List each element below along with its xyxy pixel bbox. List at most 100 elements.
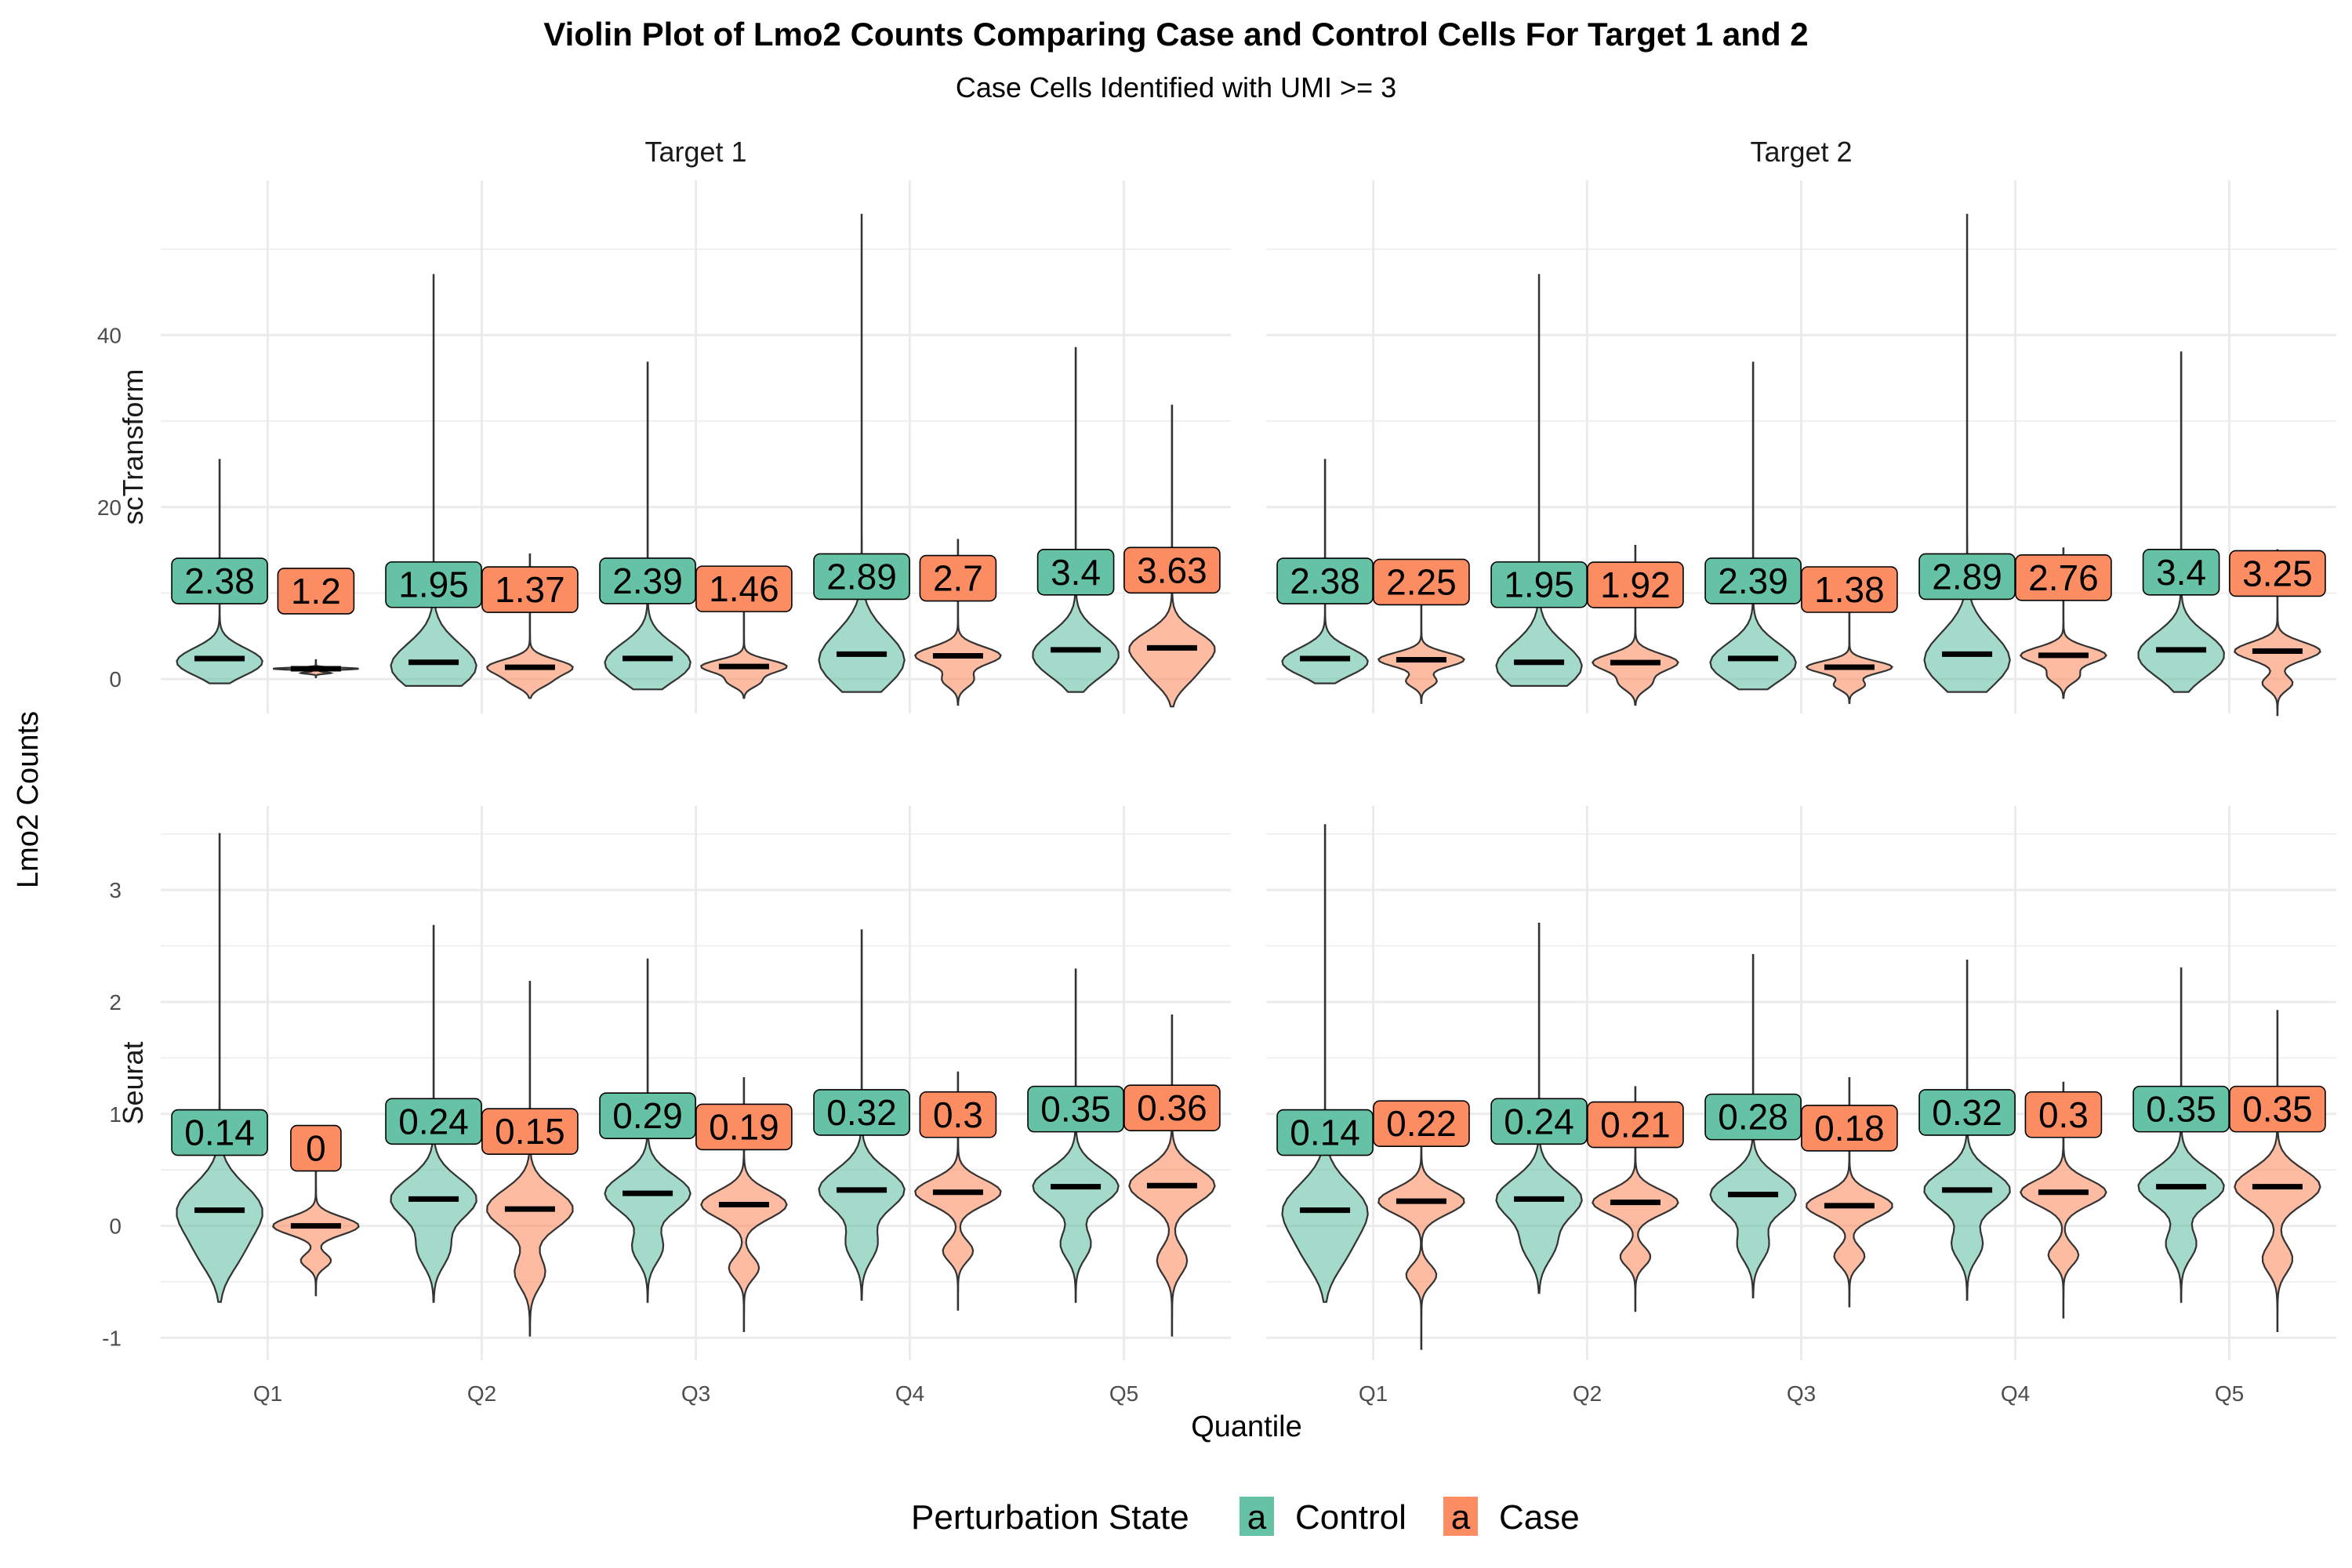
data-label-box-control-q5	[1027, 1085, 1124, 1133]
violin-case-q1	[1377, 1110, 1465, 1350]
data-label-control-q5: 3.4	[2156, 552, 2206, 593]
data-label-case-q2: 1.37	[495, 569, 565, 610]
data-label-box-case-q3	[1801, 1105, 1898, 1152]
data-label-case-q5: 3.63	[1137, 550, 1207, 590]
data-label-case-q3: 0.19	[709, 1106, 779, 1147]
y-tick-label: -1	[102, 1326, 122, 1350]
x-tick-label-q5: Q5	[2215, 1381, 2244, 1406]
y-tick-label: 0	[109, 667, 122, 691]
data-label-box-control-q4	[1918, 553, 2016, 601]
data-label-box-control-q2	[1490, 1098, 1588, 1145]
violin-control-q5	[1032, 347, 1120, 693]
panels-area: Target 1 Target 2scTransformSeurat020402.…	[97, 136, 2336, 1406]
data-label-case-q1: 1.2	[291, 571, 341, 612]
data-label-box-control-q2	[385, 1098, 482, 1145]
data-label-control-q5: 0.35	[1040, 1089, 1111, 1130]
violin-control-q5	[2137, 351, 2225, 693]
violin-case-q5	[2234, 1010, 2321, 1332]
data-label-box-case-q4	[919, 554, 997, 602]
data-label-case-q3: 0.18	[1814, 1108, 1885, 1149]
data-label-case-q4: 0.3	[2038, 1094, 2089, 1135]
data-label-box-control-q5	[2142, 549, 2220, 596]
data-label-case-q1: 0.22	[1386, 1103, 1457, 1144]
violin-case-q2	[486, 981, 574, 1337]
data-label-box-control-q3	[1704, 557, 1802, 604]
strip-label-target-1: Target 1	[644, 136, 746, 168]
data-label-box-control-q5	[2132, 1085, 2230, 1133]
violin-case-q4	[2019, 547, 2107, 699]
data-label-box-case-q2	[481, 1108, 579, 1155]
x-tick-label-q2: Q2	[467, 1381, 496, 1406]
data-label-case-q4: 2.76	[2028, 557, 2099, 598]
data-label-box-case-q3	[1801, 566, 1898, 613]
data-label-control-q2: 0.24	[1504, 1101, 1574, 1142]
data-label-box-control-q1	[1276, 557, 1374, 604]
data-label-box-case-q2	[481, 566, 579, 613]
data-label-box-case-q5	[2229, 550, 2326, 597]
legend-label-control: Control	[1295, 1498, 1406, 1537]
data-label-box-case-q4	[2024, 1091, 2103, 1138]
data-label-box-control-q1	[171, 1109, 268, 1156]
data-label-box-case-q5	[2229, 1085, 2326, 1133]
data-label-control-q2: 1.95	[1504, 564, 1574, 605]
violin-case-q4	[914, 539, 1002, 706]
data-label-box-control-q3	[1704, 1093, 1802, 1141]
data-label-case-q2: 1.92	[1600, 564, 1671, 605]
data-label-control-q5: 3.4	[1051, 552, 1101, 593]
x-tick-label-q5: Q5	[1109, 1381, 1138, 1406]
violin-case-q3	[1806, 1077, 1893, 1308]
violin-control-q1	[176, 833, 263, 1303]
y-tick-label: 0	[109, 1214, 122, 1239]
data-label-case-q2: 0.21	[1600, 1105, 1671, 1145]
violin-case-q5	[2234, 549, 2321, 717]
data-label-control-q1: 2.38	[184, 561, 255, 601]
data-label-control-q2: 0.24	[398, 1101, 469, 1142]
x-tick-label-q3: Q3	[681, 1381, 710, 1406]
x-tick-label-q2: Q2	[1573, 1381, 1602, 1406]
data-label-case-q5: 3.25	[2242, 553, 2313, 593]
y-tick-label: 2	[109, 990, 122, 1014]
data-label-control-q3: 0.28	[1718, 1097, 1788, 1138]
panel-seurat-target-1: -1 0 1 2 3 Q1 Q2 Q3 Q4 Q5 0.14 0.24 0.29 0.32 0.35 0 0.1…	[102, 806, 1231, 1406]
violin-control-q1	[1281, 824, 1369, 1303]
data-label-box-case-q3	[695, 1103, 793, 1151]
data-label-case-q4: 2.7	[933, 558, 983, 599]
data-label-box-case-q5	[1123, 546, 1221, 594]
data-label-box-control-q2	[1490, 561, 1588, 608]
data-label-control-q4: 0.32	[1932, 1092, 2002, 1133]
row-strip-label-sctransform: scTransform	[117, 369, 149, 525]
data-label-case-q2: 0.15	[495, 1111, 565, 1152]
data-label-case-q3: 1.46	[709, 568, 779, 609]
strip-label-target-2: Target 2	[1750, 136, 1852, 168]
data-label-control-q1: 2.38	[1290, 561, 1360, 601]
chart-subtitle: Case Cells Identified with UMI >= 3	[956, 71, 1396, 103]
data-label-box-control-q1	[171, 557, 268, 604]
data-label-control-q3: 2.39	[612, 561, 683, 601]
data-label-box-control-q4	[1918, 1089, 2016, 1136]
data-label-box-case-q2	[1587, 1101, 1684, 1149]
violin-control-q4	[1923, 213, 2011, 693]
panel-sctransform-target-2: 2.38 1.95 2.39 2.89 3.4 2.25 1.92 1.38 2.76 3.25	[1266, 180, 2336, 717]
legend-key-control	[1238, 1495, 1276, 1537]
chart-title: Violin Plot of Lmo2 Counts Comparing Cas…	[543, 16, 1808, 53]
data-label-box-control-q3	[599, 557, 696, 604]
row-strip-label-seurat: Seurat	[117, 1041, 149, 1124]
data-label-case-q3: 1.38	[1814, 569, 1885, 610]
data-label-control-q1: 0.14	[184, 1112, 255, 1153]
violin-case-q2	[486, 554, 574, 699]
data-label-box-control-q2	[385, 561, 482, 608]
violin-control-q5	[1032, 968, 1120, 1303]
data-label-box-control-q4	[813, 553, 910, 601]
data-label-control-q2: 1.95	[398, 564, 469, 605]
data-label-box-case-q4	[2015, 554, 2112, 601]
y-tick-label: 20	[97, 495, 122, 520]
data-label-case-q1: 2.25	[1386, 561, 1457, 602]
legend: Perturbation State a Control a Case	[911, 1495, 1580, 1537]
legend-key-glyph-control: a	[1247, 1498, 1267, 1537]
violin-control-q2	[1495, 274, 1583, 687]
data-label-case-q5: 0.36	[1137, 1087, 1207, 1128]
x-tick-label-q3: Q3	[1787, 1381, 1816, 1406]
data-label-control-q3: 2.39	[1718, 561, 1788, 601]
data-label-box-case-q2	[1587, 561, 1684, 608]
